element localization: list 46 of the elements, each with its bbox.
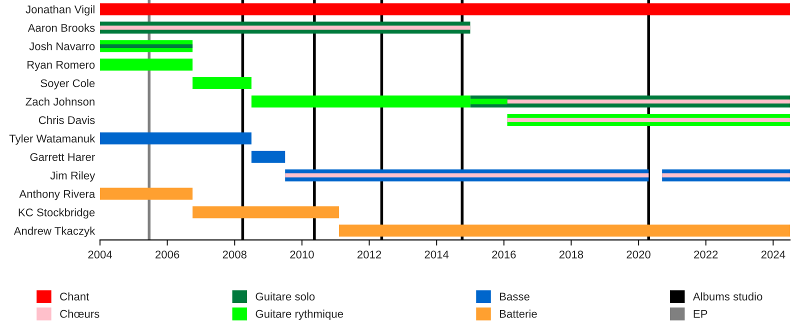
y-tick-label: Josh Navarro xyxy=(29,42,95,50)
legend-label: EP xyxy=(694,310,708,318)
y-tick-label: Ryan Romero xyxy=(28,60,95,71)
y-tick-label: Soyer Cole xyxy=(40,79,95,90)
x-tick-label: 2010 xyxy=(290,250,314,258)
bar xyxy=(100,26,470,30)
x-tick-label: 2020 xyxy=(626,250,650,258)
x-tick-label: 2022 xyxy=(694,250,718,258)
y-tick-label: Andrew Tkaczyk xyxy=(14,226,96,238)
y-tick-label: Zach Johnson xyxy=(26,97,94,106)
y-tick-label: Jim Riley xyxy=(50,171,96,182)
bar xyxy=(507,118,790,122)
x-tick-label: 2008 xyxy=(222,250,247,258)
bar xyxy=(507,99,790,104)
bar xyxy=(100,3,790,16)
legend-label: Batterie xyxy=(500,310,537,318)
bar xyxy=(338,224,790,237)
bar xyxy=(192,77,252,90)
bar xyxy=(100,58,193,71)
x-tick-label: 2004 xyxy=(88,250,112,258)
bar xyxy=(100,132,252,144)
legend-label: Albums studio xyxy=(692,292,762,300)
x-tick-label: 2014 xyxy=(424,250,449,258)
y-tick-label: Chris Davis xyxy=(38,116,95,124)
y-tick-label: Garrett Harer xyxy=(30,153,95,161)
legend-label: Chœurs xyxy=(60,310,100,318)
y-tick-label: Anthony Rivera xyxy=(19,190,96,200)
bar xyxy=(662,173,790,178)
x-tick-label: 2016 xyxy=(492,250,516,258)
legend-label: Guitare solo xyxy=(256,292,315,300)
x-tick-label: 2012 xyxy=(357,250,382,258)
bar xyxy=(251,150,286,163)
bar xyxy=(285,173,649,178)
legend-label: Basse xyxy=(500,292,530,300)
y-tick-label: Aaron Brooks xyxy=(28,24,95,32)
bar xyxy=(100,188,193,200)
bar xyxy=(192,206,339,218)
x-tick-label: 2024 xyxy=(761,250,786,258)
legend-label: Guitare rythmique xyxy=(256,310,344,320)
bar xyxy=(100,44,193,48)
x-tick-label: 2006 xyxy=(156,250,180,258)
y-tick-label: Tyler Watamanuk xyxy=(9,134,96,145)
y-tick-label: KC Stockbridge xyxy=(18,208,95,219)
x-tick-label: 2018 xyxy=(559,250,584,258)
y-tick-label: Jonathan Vigil xyxy=(26,5,94,16)
legend-label: Chant xyxy=(60,292,90,300)
